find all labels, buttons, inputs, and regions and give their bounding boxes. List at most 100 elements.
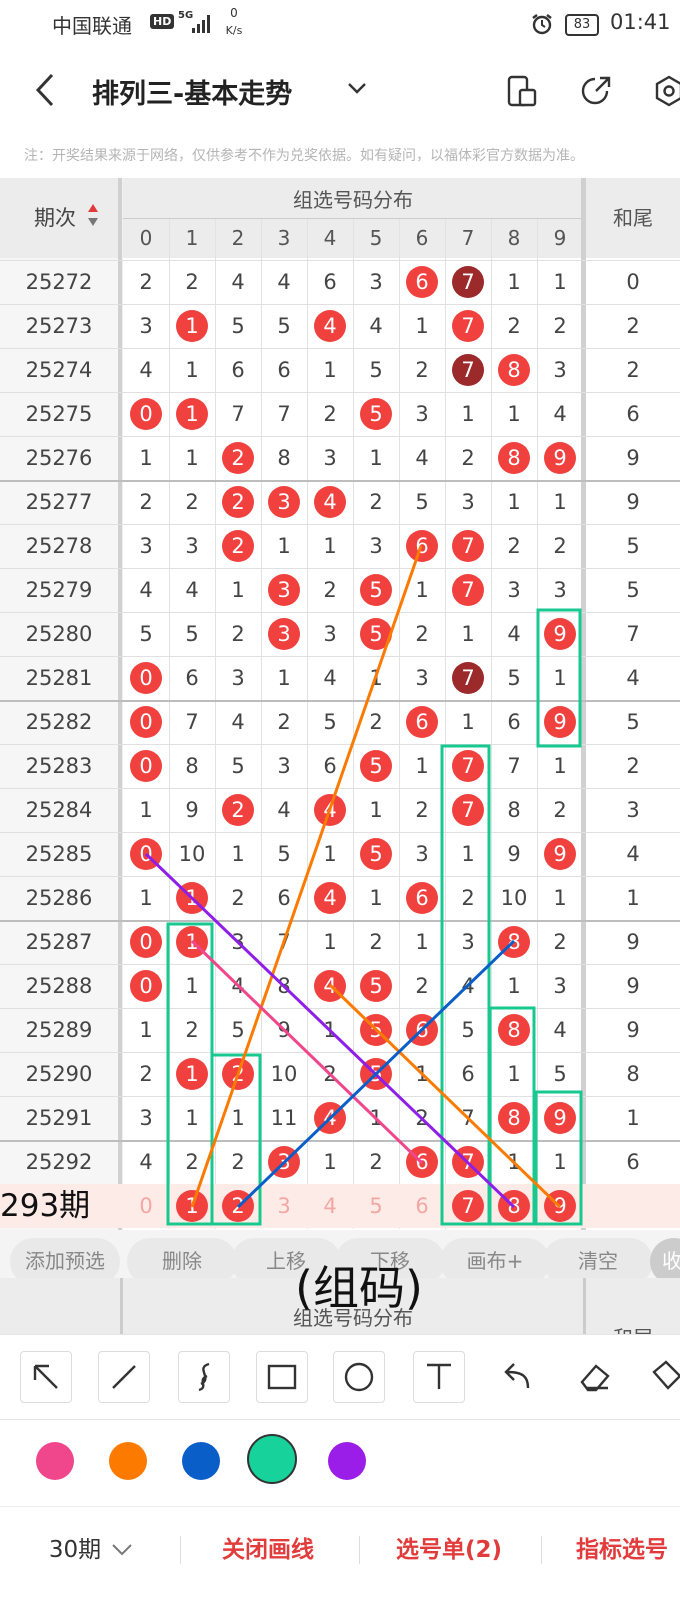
missing-count: 1 (415, 578, 429, 602)
alarm-icon (532, 14, 552, 35)
issue: 25292 (25, 1150, 93, 1174)
issue: 25287 (25, 930, 93, 954)
color-pink[interactable] (36, 1442, 74, 1480)
hit-number: 4 (323, 886, 337, 910)
missing-count: 3 (461, 490, 475, 514)
missing-count: 4 (553, 1018, 567, 1042)
speed-unit: K/s (225, 24, 243, 37)
text-tool[interactable] (413, 1351, 465, 1403)
sort-icon[interactable] (86, 202, 100, 228)
missing-count: 3 (323, 446, 337, 470)
digit-header: 6 (415, 226, 429, 250)
pick-list[interactable]: 选号单(2) (395, 1537, 503, 1563)
color-green-selected[interactable] (247, 1434, 297, 1484)
missing-count: 1 (507, 1062, 521, 1086)
toolbar-button[interactable]: 上移 (231, 1238, 341, 1285)
missing-count: 1 (461, 710, 475, 734)
missing-count: 3 (553, 974, 567, 998)
issue: 25289 (25, 1018, 93, 1042)
color-orange[interactable] (109, 1442, 147, 1480)
missing-count: 5 (461, 1018, 475, 1042)
ellipse-tool[interactable] (333, 1351, 385, 1403)
missing-count: 2 (139, 270, 153, 294)
period-select[interactable]: 30期 (48, 1537, 102, 1563)
hit-number: 9 (553, 446, 567, 470)
color-purple[interactable] (328, 1442, 366, 1480)
hit-number: 6 (415, 534, 429, 558)
tail: 7 (626, 622, 640, 646)
missing-count: 2 (231, 886, 245, 910)
missing-count: 6 (461, 1062, 475, 1086)
issue: 25280 (25, 622, 93, 646)
hit-circle (314, 310, 346, 342)
missing-count: 2 (415, 1106, 429, 1130)
settings-icon[interactable] (654, 74, 680, 108)
missing-count: 1 (277, 666, 291, 690)
missing-count: 1 (277, 534, 291, 558)
missing-count: 3 (553, 358, 567, 382)
hit-circle (314, 486, 346, 518)
hit-circle (544, 442, 576, 474)
share-icon[interactable] (580, 74, 612, 108)
missing-count: 6 (323, 270, 337, 294)
toolbar-button[interactable]: 清空 (543, 1238, 653, 1285)
digit-header: 8 (507, 226, 521, 250)
toolbar-button[interactable]: 添加预选 (10, 1238, 120, 1285)
hit-circle (130, 662, 162, 694)
back-button[interactable] (32, 72, 60, 108)
arrow-tool[interactable] (20, 1351, 72, 1403)
close-drawing[interactable]: 关闭画线 (222, 1537, 314, 1563)
group-header: 组选号码分布 (293, 188, 413, 212)
curve-tool[interactable] (178, 1351, 230, 1403)
missing-count: 2 (415, 798, 429, 822)
row-line (0, 392, 680, 393)
tool-panel (0, 1334, 680, 1420)
missing-count: 6 (507, 710, 521, 734)
bottom-bar (0, 1506, 680, 1601)
indicator-pick[interactable]: 指标选号 (576, 1537, 668, 1563)
ruler-tool[interactable] (645, 1351, 680, 1403)
color-blue[interactable] (182, 1442, 220, 1480)
rectangle-tool[interactable] (256, 1351, 308, 1403)
missing-count: 4 (231, 974, 245, 998)
line-tool[interactable] (98, 1351, 150, 1403)
undo-tool[interactable] (491, 1351, 543, 1403)
missing-count: 3 (139, 534, 153, 558)
missing-count: 2 (139, 490, 153, 514)
tail: 4 (626, 666, 640, 690)
missing-count: 7 (461, 1106, 475, 1130)
missing-count: 4 (231, 710, 245, 734)
tail: 5 (626, 534, 640, 558)
missing-count: 6 (323, 754, 337, 778)
missing-count: 2 (553, 798, 567, 822)
missing-count: 1 (139, 446, 153, 470)
hit-number: 5 (369, 974, 383, 998)
toolbar-button[interactable]: 删除 (127, 1238, 237, 1285)
missing-count: 1 (461, 622, 475, 646)
missing-count: 9 (277, 1018, 291, 1042)
collapse-button[interactable]: 收 (650, 1238, 680, 1285)
missing-count: 6 (277, 886, 291, 910)
missing-count: 8 (277, 446, 291, 470)
row-line (0, 348, 680, 349)
tail: 6 (626, 1150, 640, 1174)
toolbar-button[interactable]: 下移 (335, 1238, 445, 1285)
eraser-tool[interactable] (569, 1351, 621, 1403)
hit-circle-dark (452, 354, 484, 386)
digit-header: 9 (553, 226, 567, 250)
header-line (123, 218, 583, 219)
toolbar-button[interactable]: 画布+ (440, 1238, 550, 1285)
missing-count: 4 (507, 622, 521, 646)
hit-circle (268, 486, 300, 518)
period-chevron[interactable] (110, 1542, 134, 1558)
missing-count: 1 (231, 842, 245, 866)
issue: 25279 (25, 578, 93, 602)
missing-count: 4 (139, 1150, 153, 1174)
digit-header: 4 (323, 226, 337, 250)
title-dropdown[interactable] (346, 80, 368, 96)
device-icon[interactable] (506, 74, 538, 108)
hit-number: 0 (139, 930, 153, 954)
hit-number: 1 (185, 930, 199, 954)
missing-count: 1 (507, 402, 521, 426)
hit-number: 5 (369, 842, 383, 866)
